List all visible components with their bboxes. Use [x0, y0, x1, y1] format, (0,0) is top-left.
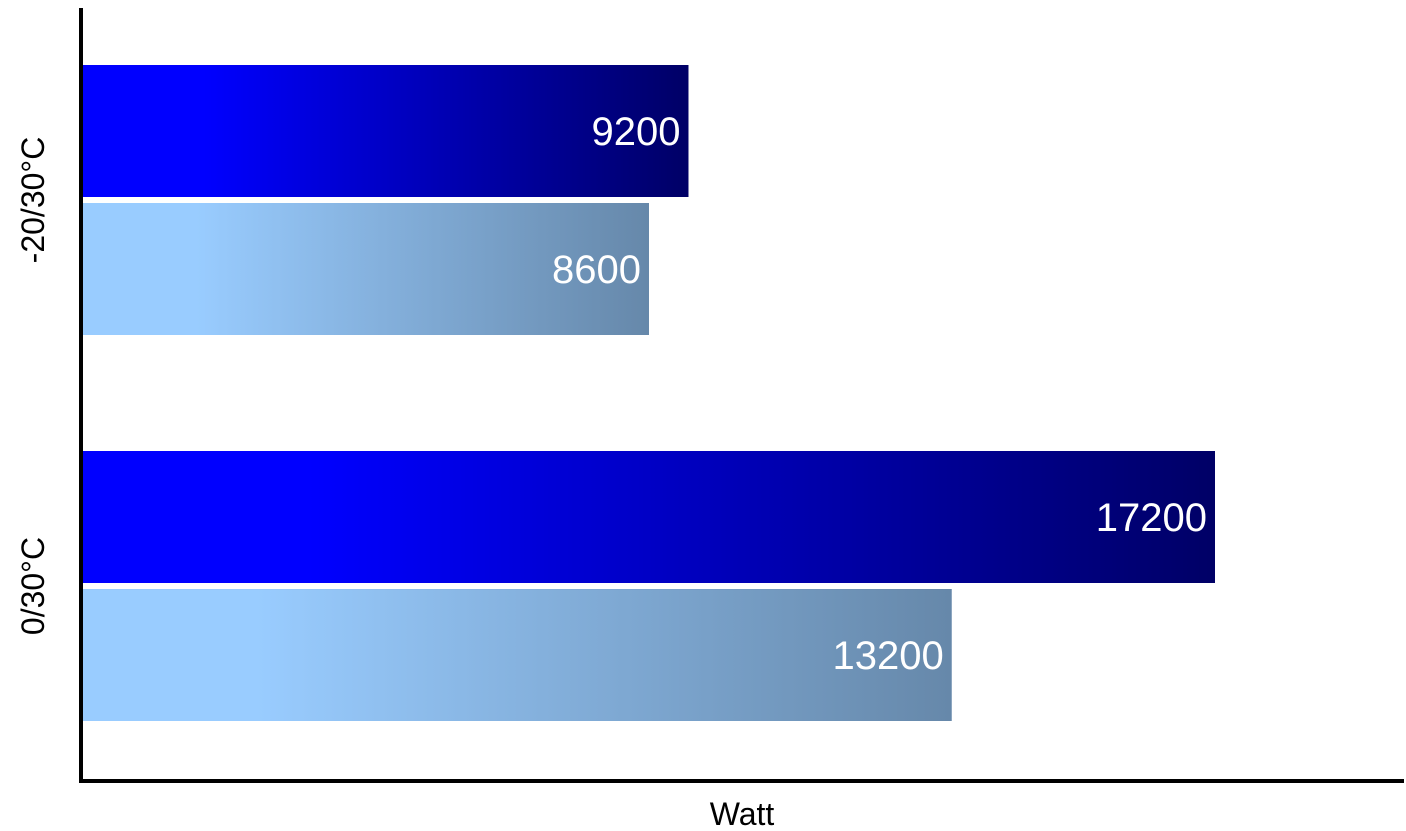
- bar-value-label: 8600: [552, 248, 641, 292]
- category-label: -20/30°C: [15, 137, 51, 264]
- bar-value-label: 9200: [592, 110, 681, 154]
- bar-value-label: 13200: [833, 634, 944, 678]
- bar-1-series-2: [83, 203, 649, 335]
- bar-2-series-2: [83, 589, 952, 721]
- x-axis-title: Watt: [710, 796, 775, 831]
- category-label: 0/30°C: [15, 537, 51, 635]
- bar-2-series-1: [83, 451, 1215, 583]
- bars-layer: [83, 65, 1215, 721]
- data-labels-layer: 9200 8600 17200 13200: [552, 110, 1207, 678]
- bar-1-series-1: [83, 65, 689, 197]
- bar-value-label: 17200: [1096, 496, 1207, 540]
- category-labels-layer: -20/30°C 0/30°C: [15, 137, 51, 635]
